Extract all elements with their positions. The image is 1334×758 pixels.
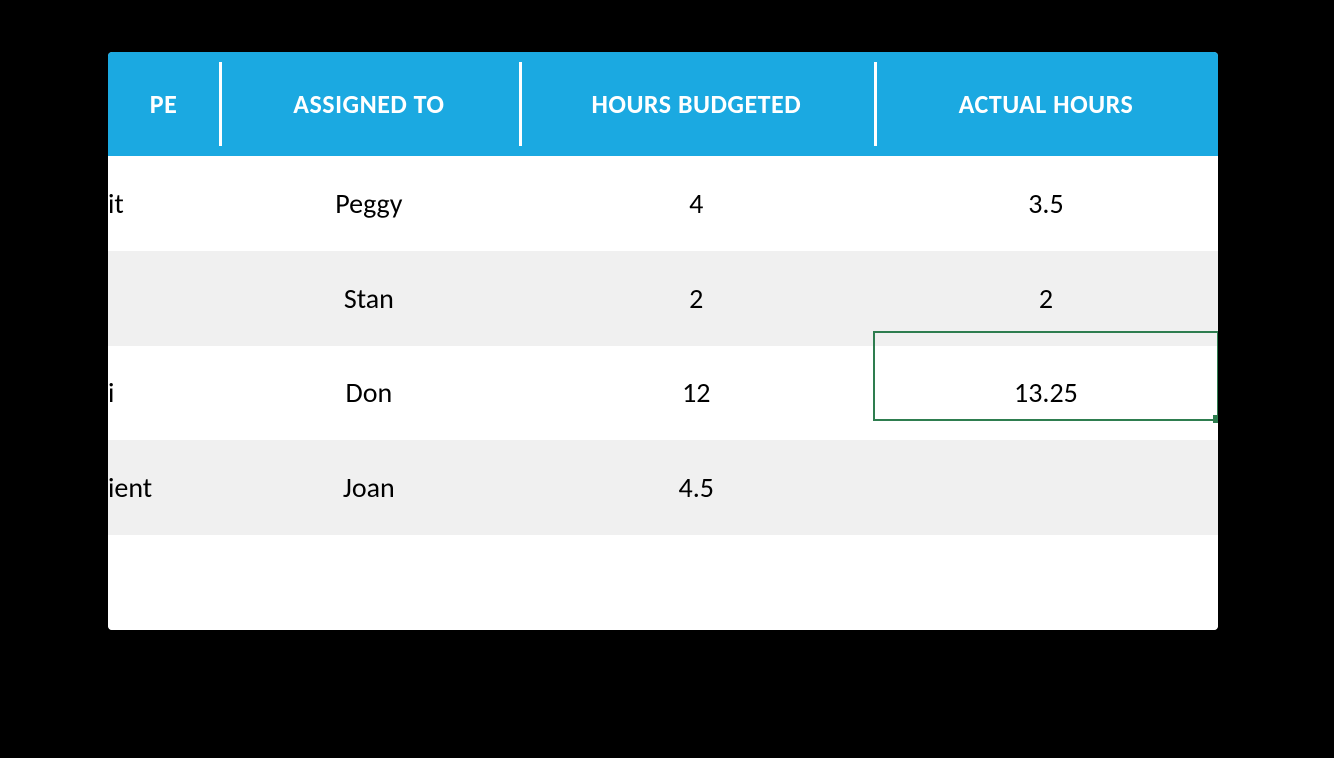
cell-assigned_to[interactable] bbox=[219, 535, 519, 630]
cell-hours_budgeted[interactable]: 4 bbox=[519, 156, 874, 251]
cell-actual_hours[interactable] bbox=[874, 440, 1218, 535]
cell-assigned_to[interactable]: Joan bbox=[219, 440, 519, 535]
cell-type[interactable]: i bbox=[108, 346, 219, 441]
table-row: Stan22 bbox=[108, 251, 1218, 346]
cell-assigned_to[interactable]: Peggy bbox=[219, 156, 519, 251]
table-row: iDon1213.25 bbox=[108, 346, 1218, 441]
table-row bbox=[108, 535, 1218, 630]
cell-actual_hours[interactable] bbox=[874, 535, 1218, 630]
spreadsheet-card: PEASSIGNED TOHOURS BUDGETEDACTUAL HOURS … bbox=[108, 52, 1218, 630]
table-row: ientJoan4.5 bbox=[108, 440, 1218, 535]
cell-assigned_to[interactable]: Don bbox=[219, 346, 519, 441]
cell-assigned_to[interactable]: Stan bbox=[219, 251, 519, 346]
cell-type[interactable]: it bbox=[108, 156, 219, 251]
cell-type[interactable] bbox=[108, 535, 219, 630]
cell-hours_budgeted[interactable]: 4.5 bbox=[519, 440, 874, 535]
cell-type[interactable]: ient bbox=[108, 440, 219, 535]
cell-type[interactable] bbox=[108, 251, 219, 346]
cell-actual_hours[interactable]: 13.25 bbox=[874, 346, 1218, 441]
cell-actual_hours[interactable]: 2 bbox=[874, 251, 1218, 346]
cell-hours_budgeted[interactable]: 12 bbox=[519, 346, 874, 441]
column-header-type[interactable]: PE bbox=[108, 52, 219, 156]
hours-table[interactable]: PEASSIGNED TOHOURS BUDGETEDACTUAL HOURS … bbox=[108, 52, 1218, 630]
cell-actual_hours[interactable]: 3.5 bbox=[874, 156, 1218, 251]
cell-hours_budgeted[interactable]: 2 bbox=[519, 251, 874, 346]
cell-hours_budgeted[interactable] bbox=[519, 535, 874, 630]
header-row: PEASSIGNED TOHOURS BUDGETEDACTUAL HOURS bbox=[108, 52, 1218, 156]
column-header-actual_hours[interactable]: ACTUAL HOURS bbox=[874, 52, 1218, 156]
column-header-hours_budgeted[interactable]: HOURS BUDGETED bbox=[519, 52, 874, 156]
column-header-assigned_to[interactable]: ASSIGNED TO bbox=[219, 52, 519, 156]
table-row: itPeggy43.5 bbox=[108, 156, 1218, 251]
